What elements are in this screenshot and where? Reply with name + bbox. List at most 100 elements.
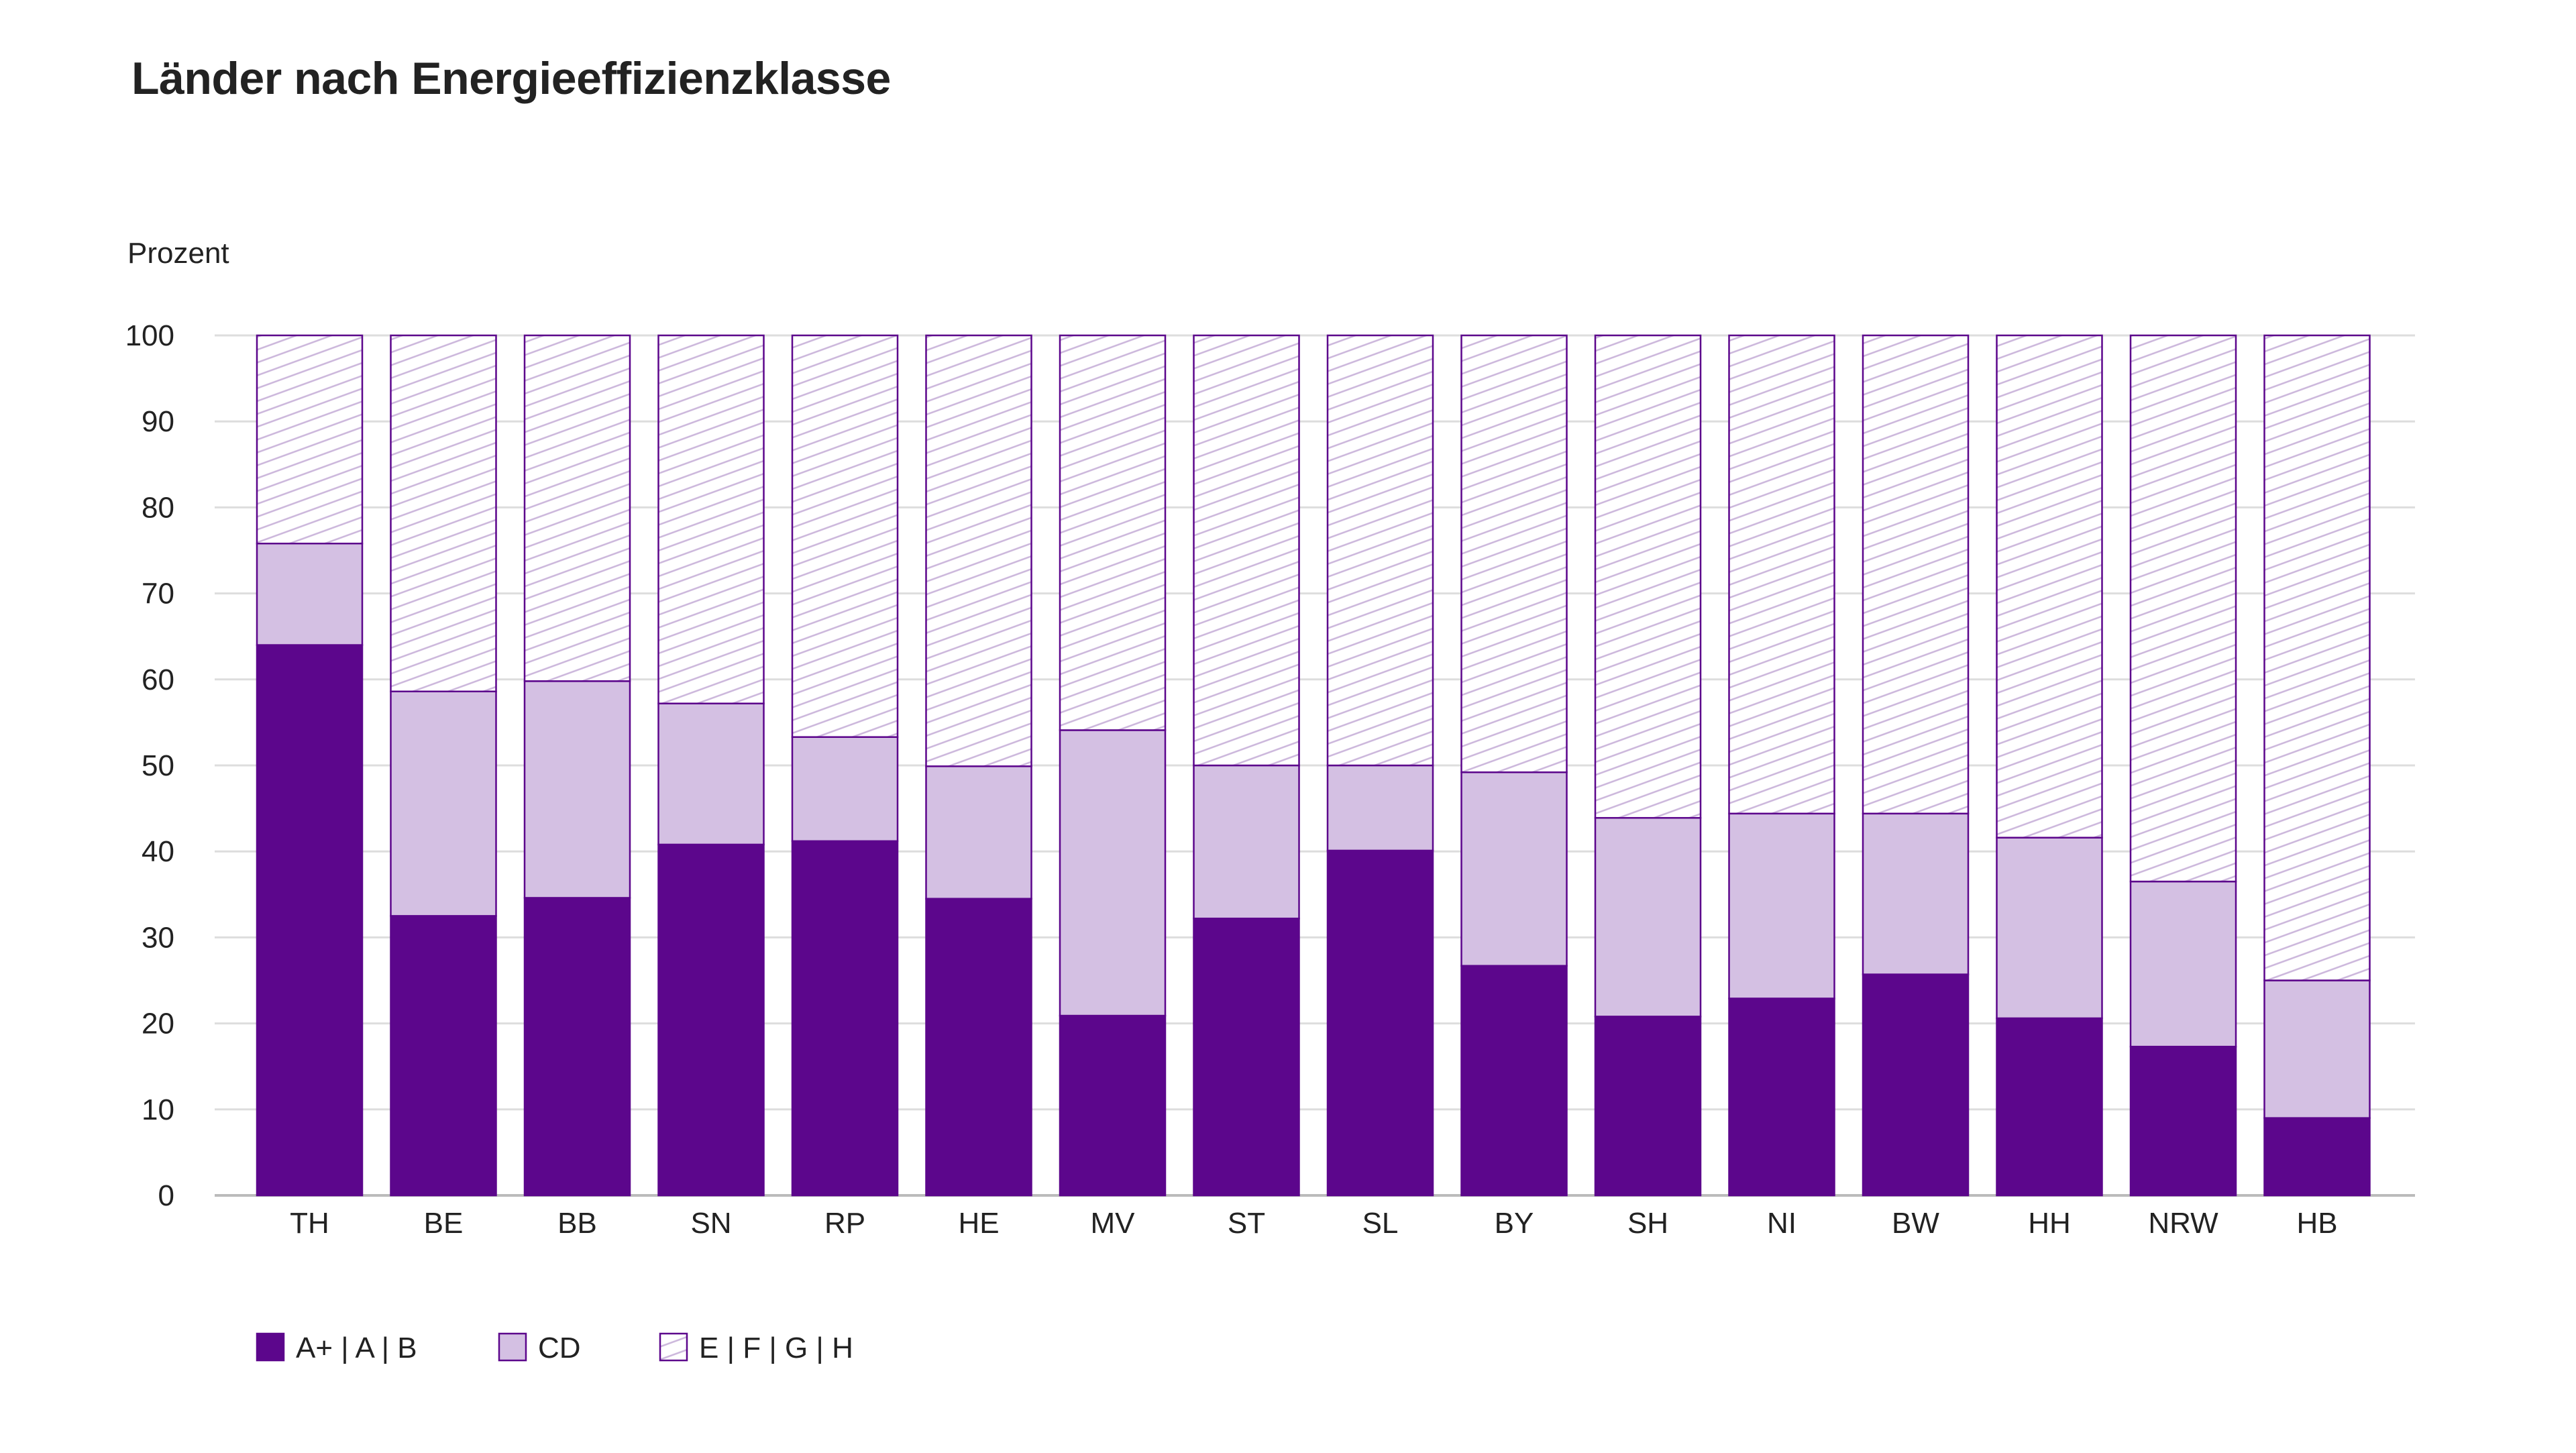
bar-group-he [925,334,1032,1197]
bar-segment-nrw-s0 [2129,1045,2237,1197]
bar-segment-th-s1 [256,542,364,646]
bar-segment-sh-s2 [1594,334,1702,819]
bar-segment-sh-s0 [1594,1016,1702,1197]
y-tick-label: 90 [142,405,174,438]
bar-segment-mv-s0 [1059,1014,1167,1197]
bar-segment-he-s0 [925,898,1032,1197]
bar-segment-ni-s2 [1728,334,1835,815]
legend-swatch-0 [256,1332,285,1362]
bar-group-by [1460,334,1568,1197]
bar-group-mv [1059,334,1167,1197]
bar-group-sh [1594,334,1702,1197]
bars-layer [256,334,2371,1197]
bar-segment-hb-s2 [2263,334,2371,981]
bar-segment-bw-s0 [1862,973,1970,1197]
x-tick-label: BB [557,1207,597,1240]
x-tick-label: BE [424,1207,464,1240]
bar-segment-ni-s1 [1728,812,1835,1000]
bar-segment-rp-s0 [791,840,899,1197]
bar-group-hb [2263,334,2371,1197]
bar-segment-st-s0 [1193,917,1300,1197]
bar-group-th [256,334,364,1197]
legend-label-2: E | F | G | H [699,1332,853,1364]
x-tick-label: NRW [2148,1207,2218,1240]
y-tick-label: 100 [125,319,174,352]
bar-segment-th-s0 [256,644,364,1197]
bar-segment-sl-s2 [1326,334,1434,767]
legend-swatch-1 [498,1332,527,1362]
x-tick-label: SL [1362,1207,1399,1240]
bar-segment-be-s1 [390,690,497,917]
bar-group-bw [1862,334,1970,1197]
bar-group-bb [523,334,631,1197]
x-tick-label: NI [1767,1207,1796,1240]
bar-segment-bb-s2 [523,334,631,682]
y-axis-label: Prozent [127,237,229,270]
bar-segment-mv-s1 [1059,729,1167,1017]
bar-segment-ni-s0 [1728,998,1835,1197]
y-tick-label: 50 [142,749,174,782]
bar-segment-he-s1 [925,765,1032,900]
bar-segment-hb-s1 [2263,979,2371,1119]
bar-group-hh [1996,334,2103,1197]
bar-segment-be-s0 [390,915,497,1197]
x-tick-label: SH [1627,1207,1668,1240]
bar-group-sl [1326,334,1434,1197]
y-tick-label: 60 [142,663,174,696]
y-tick-label: 0 [158,1179,174,1212]
bar-segment-hh-s1 [1996,837,2103,1020]
bar-segment-sn-s0 [657,843,765,1197]
bar-group-nrw [2129,334,2237,1197]
x-tick-label: MV [1091,1207,1136,1240]
bar-segment-mv-s2 [1059,334,1167,731]
bar-segment-hb-s0 [2263,1117,2371,1197]
x-tick-label: RP [824,1207,865,1240]
bar-segment-be-s2 [390,334,497,692]
bar-segment-bb-s0 [523,897,631,1197]
bar-segment-hh-s0 [1996,1017,2103,1197]
x-tick-label: HE [958,1207,999,1240]
bar-group-be [390,334,497,1197]
y-tick-label: 80 [142,491,174,524]
x-tick-label: ST [1228,1207,1265,1240]
bar-segment-by-s2 [1460,334,1568,773]
ticks-layer: 0 10 20 30 40 50 60 70 80 90 100 TH BE BB SN RP HE MV ST SL… [125,319,2338,1240]
x-tick-label: SN [690,1207,731,1240]
bar-group-st [1193,334,1300,1197]
x-tick-label: BY [1495,1207,1534,1240]
bar-segment-sh-s1 [1594,816,1702,1018]
bar-segment-th-s2 [256,334,364,545]
x-tick-label: HB [2296,1207,2337,1240]
chart-title: Länder nach Energieeffizienzklasse [131,53,891,104]
bar-segment-nrw-s1 [2129,880,2237,1048]
bar-segment-by-s0 [1460,965,1568,1197]
legend: A+ | A | B CD E | F | G | H [256,1332,853,1364]
bar-segment-sn-s2 [657,334,765,704]
bar-segment-nrw-s2 [2129,334,2237,883]
legend-label-1: CD [538,1332,581,1364]
bar-segment-bw-s1 [1862,812,1970,975]
y-tick-label: 30 [142,921,174,954]
x-tick-label: BW [1892,1207,1939,1240]
bar-segment-sl-s0 [1326,849,1434,1197]
y-tick-label: 10 [142,1093,174,1126]
bar-group-rp [791,334,899,1197]
y-tick-label: 40 [142,835,174,868]
bar-segment-rp-s1 [791,736,899,843]
legend-label-0: A+ | A | B [296,1332,417,1364]
x-tick-label: HH [2028,1207,2071,1240]
bar-segment-sn-s1 [657,702,765,846]
y-tick-label: 70 [142,578,174,610]
bar-group-ni [1728,334,1835,1197]
bar-segment-hh-s2 [1996,334,2103,839]
bar-segment-st-s1 [1193,764,1300,920]
x-tick-label: TH [290,1207,329,1240]
bar-segment-he-s2 [925,334,1032,767]
bar-segment-by-s1 [1460,771,1568,967]
legend-swatch-2 [659,1332,688,1362]
bar-segment-sl-s1 [1326,764,1434,852]
bar-group-sn [657,334,765,1197]
bar-segment-bw-s2 [1862,334,1970,815]
bar-segment-bb-s1 [523,680,631,899]
